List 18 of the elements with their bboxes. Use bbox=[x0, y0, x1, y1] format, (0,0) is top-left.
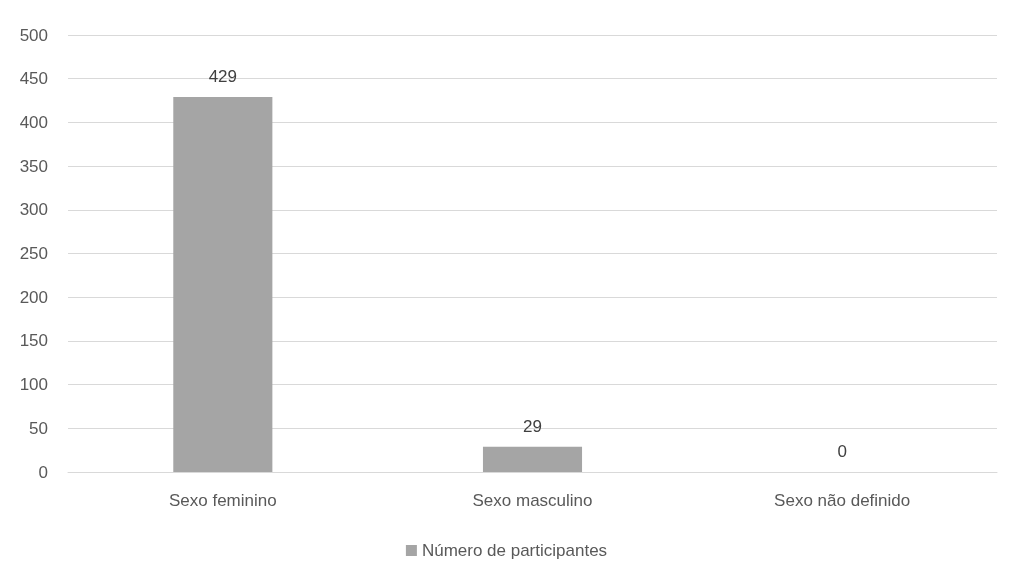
y-tick-label: 200 bbox=[19, 287, 48, 307]
x-tick-label: Sexo feminino bbox=[168, 491, 277, 510]
y-tick-label: 0 bbox=[38, 462, 48, 482]
y-tick-label: 500 bbox=[19, 25, 48, 45]
x-tick-label: Sexo não definido bbox=[774, 491, 911, 510]
data-label: 29 bbox=[523, 416, 542, 436]
y-tick-label: 300 bbox=[19, 200, 48, 220]
data-label: 429 bbox=[208, 67, 238, 87]
x-tick-label: Sexo masculino bbox=[472, 491, 593, 510]
data-label: 0 bbox=[837, 442, 847, 461]
y-tick-label: 350 bbox=[19, 156, 48, 176]
legend-label: Número de participantes bbox=[421, 541, 608, 560]
y-tick-label: 450 bbox=[19, 69, 48, 89]
y-tick-label: 100 bbox=[19, 375, 48, 395]
y-tick-label: 150 bbox=[19, 331, 48, 351]
y-tick-label: 400 bbox=[19, 112, 48, 132]
y-tick-label: 250 bbox=[19, 244, 48, 263]
y-tick-label: 50 bbox=[29, 418, 48, 438]
